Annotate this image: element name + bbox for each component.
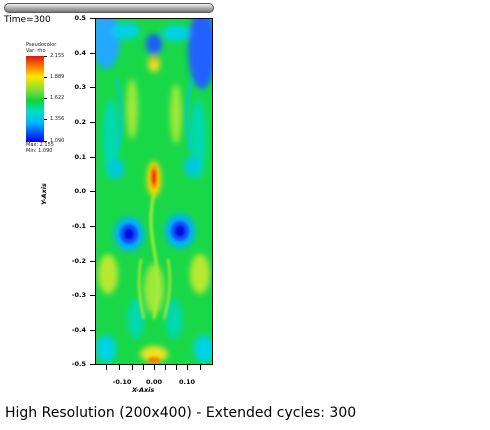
y-tick-label: 0.0: [74, 187, 86, 195]
x-axis-title: X-Axis: [132, 386, 155, 394]
legend-title-line: Pseudocolor: [26, 42, 57, 48]
colorbar-label: 1.622: [50, 95, 65, 101]
y-tick-label: -0.3: [71, 291, 86, 299]
x-tick: [187, 365, 188, 370]
colorbar-tick: [44, 77, 47, 78]
y-tick: [90, 330, 95, 331]
x-tick: [132, 365, 133, 370]
legend-min: Min: 1.090: [26, 147, 53, 154]
y-tick-label: -0.5: [71, 360, 86, 368]
y-tick-label: 0.1: [74, 153, 86, 161]
y-tick-label: -0.4: [71, 326, 86, 334]
colorbar-tick: [44, 56, 47, 57]
x-tick-label: 0.00: [145, 378, 163, 386]
colorbar: [26, 56, 44, 142]
x-tick: [200, 365, 201, 370]
legend-stats: Max: 2.155 Min: 1.090: [26, 142, 54, 154]
y-tick: [90, 122, 95, 123]
x-tick: [143, 365, 144, 370]
time-slider[interactable]: [4, 3, 214, 13]
y-tick: [90, 18, 95, 19]
legend-title-line: Var: rho: [26, 48, 46, 54]
x-tick-label: -0.10: [112, 378, 132, 386]
colorbar-label: 2.155: [50, 53, 65, 59]
y-axis-title: Y-Axis: [39, 183, 48, 205]
y-tick-label: 0.2: [74, 118, 86, 126]
y-tick: [90, 157, 95, 158]
y-tick: [90, 226, 95, 227]
colorbar-label: 1.356: [50, 116, 65, 122]
colorbar-tick: [44, 98, 47, 99]
colorbar-label: 1.090: [50, 138, 65, 144]
x-tick: [165, 365, 166, 370]
y-tick-label: 0.3: [74, 83, 86, 91]
x-tick: [119, 365, 120, 370]
y-tick-label: -0.2: [71, 257, 86, 265]
legend-max: Max: 2.155: [26, 142, 54, 148]
legend-title: Pseudocolor Var: rho: [26, 42, 56, 54]
y-tick: [90, 261, 95, 262]
y-tick-label: -0.1: [71, 222, 86, 230]
density-field: [96, 19, 212, 364]
y-tick: [90, 295, 95, 296]
y-tick: [90, 364, 95, 365]
x-tick: [106, 365, 107, 370]
colorbar-tick: [44, 119, 47, 120]
y-tick: [90, 87, 95, 88]
x-tick-label: 0.10: [178, 378, 196, 386]
y-tick: [90, 191, 95, 192]
y-tick-label: 0.5: [74, 14, 86, 22]
time-label: Time=300: [4, 15, 51, 25]
colorbar-label: 1.889: [50, 74, 65, 80]
y-tick-label: 0.4: [74, 49, 86, 57]
x-tick: [154, 365, 155, 370]
x-tick: [176, 365, 177, 370]
caption: High Resolution (200x400) - Extended cyc…: [5, 405, 357, 421]
pseudocolor-plot[interactable]: [95, 18, 213, 365]
colorbar-tick: [44, 141, 47, 142]
y-tick: [90, 53, 95, 54]
